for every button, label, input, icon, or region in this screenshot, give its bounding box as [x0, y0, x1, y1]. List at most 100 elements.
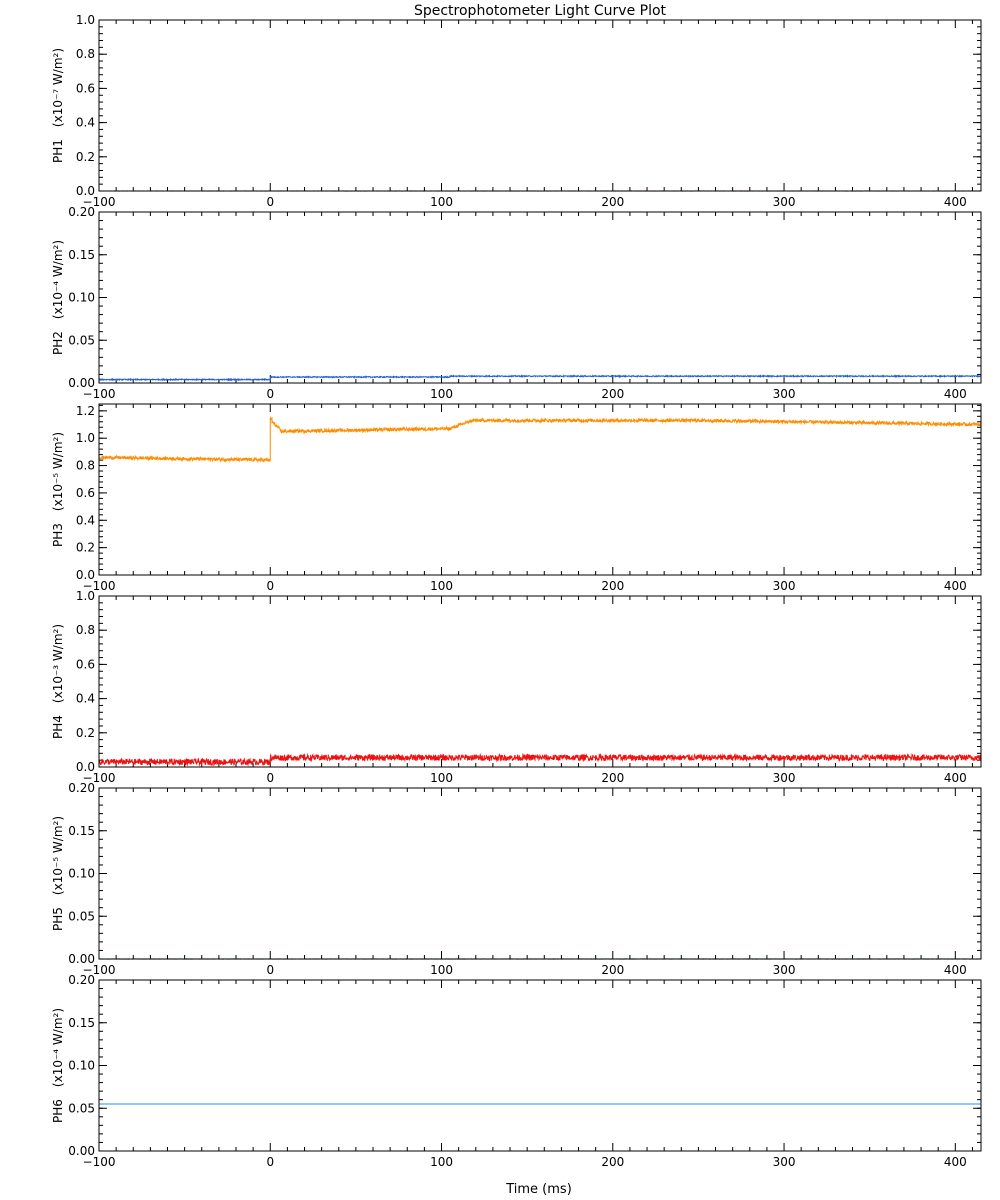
- y-tick-label: 0.6: [76, 81, 95, 95]
- x-tick-label: −100: [83, 579, 116, 593]
- x-tick-label: 400: [944, 195, 967, 209]
- x-tick-label: 300: [773, 963, 796, 977]
- x-tick-label: 100: [430, 579, 453, 593]
- x-tick-label: 300: [773, 387, 796, 401]
- y-tick-label: 0.0: [76, 760, 95, 774]
- x-tick-label: 100: [430, 963, 453, 977]
- x-tick-label: 200: [601, 195, 624, 209]
- channel-label: PH3: [51, 523, 65, 547]
- y-tick-label: 0.05: [68, 333, 95, 347]
- y-tick-label: 0.10: [68, 1059, 95, 1073]
- y-axis-label: PH3 (x10⁻⁵ W/m²): [51, 432, 65, 547]
- x-tick-label: −100: [83, 387, 116, 401]
- x-tick-label: 200: [601, 1155, 624, 1169]
- panel-ph6: −100 0 100 200 300 400 0.00 0.05 0.10 0.15 0.20 PH6…: [51, 973, 982, 1169]
- y-tick-label: 0.00: [68, 1144, 95, 1158]
- x-tick-label: 0: [266, 771, 274, 785]
- x-tick-label: 200: [601, 387, 624, 401]
- unit-label: (x10⁻⁷ W/m²): [51, 48, 65, 127]
- y-tick-label: 0.00: [68, 952, 95, 966]
- y-tick-label: 1.2: [76, 404, 95, 418]
- chart-title: Spectrophotometer Light Curve Plot: [414, 3, 667, 19]
- y-tick-label: 0.15: [68, 1016, 95, 1030]
- panels-group: −100 0 100 200 300 400 0.0 0.2 0.4 0.6 0.8 1.0 PH1 (x…: [51, 13, 982, 1169]
- y-tick-label: 0.15: [68, 824, 95, 838]
- unit-label: (x10⁻³ W/m²): [51, 624, 65, 703]
- y-tick-label: 0.00: [68, 376, 95, 390]
- y-tick-label: 0.4: [76, 116, 95, 130]
- y-tick-label: 0.8: [76, 47, 95, 61]
- y-tick-label: 0.15: [68, 248, 95, 262]
- unit-label: (x10⁻⁵ W/m²): [51, 432, 65, 511]
- series-ph2: [98, 374, 982, 382]
- panel-ph4: −100 0 100 200 300 400 0.0 0.2 0.4 0.6 0.8 1.0 PH4 (x…: [51, 589, 982, 785]
- x-tick-label: 300: [773, 771, 796, 785]
- y-tick-label: 0.6: [76, 486, 95, 500]
- y-tick-label: 0.2: [76, 150, 95, 164]
- x-axis-label: Time (ms): [505, 1182, 572, 1197]
- y-axis-label: PH4 (x10⁻³ W/m²): [51, 624, 65, 739]
- x-tick-label: 200: [601, 963, 624, 977]
- x-tick-label: −100: [83, 771, 116, 785]
- unit-label: (x10⁻⁴ W/m²): [51, 1008, 65, 1087]
- x-tick-label: 0: [266, 963, 274, 977]
- y-tick-label: 0.20: [68, 781, 95, 795]
- x-tick-label: 0: [266, 387, 274, 401]
- y-tick-label: 0.10: [68, 291, 95, 305]
- y-tick-label: 0.8: [76, 459, 95, 473]
- y-axis-label: PH1 (x10⁻⁷ W/m²): [51, 48, 65, 163]
- y-axis-label: PH5 (x10⁻⁵ W/m²): [51, 816, 65, 931]
- panel-ph5: −100 0 100 200 300 400 0.00 0.05 0.10 0.15 0.20 PH5…: [51, 781, 982, 977]
- plot-frame: [98, 19, 982, 192]
- unit-label: (x10⁻⁴ W/m²): [51, 240, 65, 319]
- x-tick-label: 100: [430, 771, 453, 785]
- x-tick-label: 200: [601, 771, 624, 785]
- x-tick-label: 0: [266, 195, 274, 209]
- plot-frame: [98, 211, 982, 384]
- x-tick-label: 200: [601, 579, 624, 593]
- y-tick-label: 0.05: [68, 1101, 95, 1115]
- y-tick-label: 0.10: [68, 867, 95, 881]
- y-tick-label: 0.8: [76, 623, 95, 637]
- channel-label: PH5: [51, 907, 65, 931]
- x-tick-label: 0: [266, 579, 274, 593]
- panel-ph1: −100 0 100 200 300 400 0.0 0.2 0.4 0.6 0.8 1.0 PH1 (x…: [51, 13, 982, 209]
- y-tick-label: 0.2: [76, 541, 95, 555]
- y-tick-label: 0.05: [68, 909, 95, 923]
- unit-label: (x10⁻⁵ W/m²): [51, 816, 65, 895]
- x-tick-label: 100: [430, 1155, 453, 1169]
- x-tick-label: −100: [83, 1155, 116, 1169]
- x-tick-label: 300: [773, 579, 796, 593]
- x-tick-label: 300: [773, 195, 796, 209]
- plot-frame: [98, 403, 982, 576]
- y-tick-label: 0.0: [76, 568, 95, 582]
- y-tick-label: 0.0: [76, 184, 95, 198]
- channel-label: PH1: [51, 139, 65, 163]
- series-ph3: [98, 415, 982, 463]
- panel-ph3: −100 0 100 200 300 400 0.0 0.2 0.4 0.6 0.8 1.0 1.2 PH…: [51, 403, 982, 593]
- y-tick-label: 1.0: [76, 431, 95, 445]
- x-tick-label: 400: [944, 771, 967, 785]
- channel-label: PH2: [51, 331, 65, 355]
- x-tick-label: 0: [266, 1155, 274, 1169]
- panel-ph2: −100 0 100 200 300 400 0.00 0.05 0.10 0.15 0.20 PH2…: [51, 205, 982, 401]
- x-tick-label: 400: [944, 1155, 967, 1169]
- y-tick-label: 0.4: [76, 692, 95, 706]
- y-tick-label: 0.20: [68, 205, 95, 219]
- y-tick-label: 0.4: [76, 513, 95, 527]
- y-tick-label: 1.0: [76, 13, 95, 27]
- x-tick-label: −100: [83, 963, 116, 977]
- channel-label: PH6: [51, 1099, 65, 1123]
- y-tick-label: 0.2: [76, 726, 95, 740]
- x-tick-label: −100: [83, 195, 116, 209]
- plot-frame: [98, 595, 982, 768]
- x-tick-label: 400: [944, 963, 967, 977]
- y-tick-label: 0.20: [68, 973, 95, 987]
- x-tick-label: 100: [430, 195, 453, 209]
- y-tick-label: 1.0: [76, 589, 95, 603]
- plot-frame: [98, 787, 982, 960]
- x-tick-label: 100: [430, 387, 453, 401]
- plot-frame: [98, 979, 982, 1152]
- y-axis-label: PH2 (x10⁻⁴ W/m²): [51, 240, 65, 355]
